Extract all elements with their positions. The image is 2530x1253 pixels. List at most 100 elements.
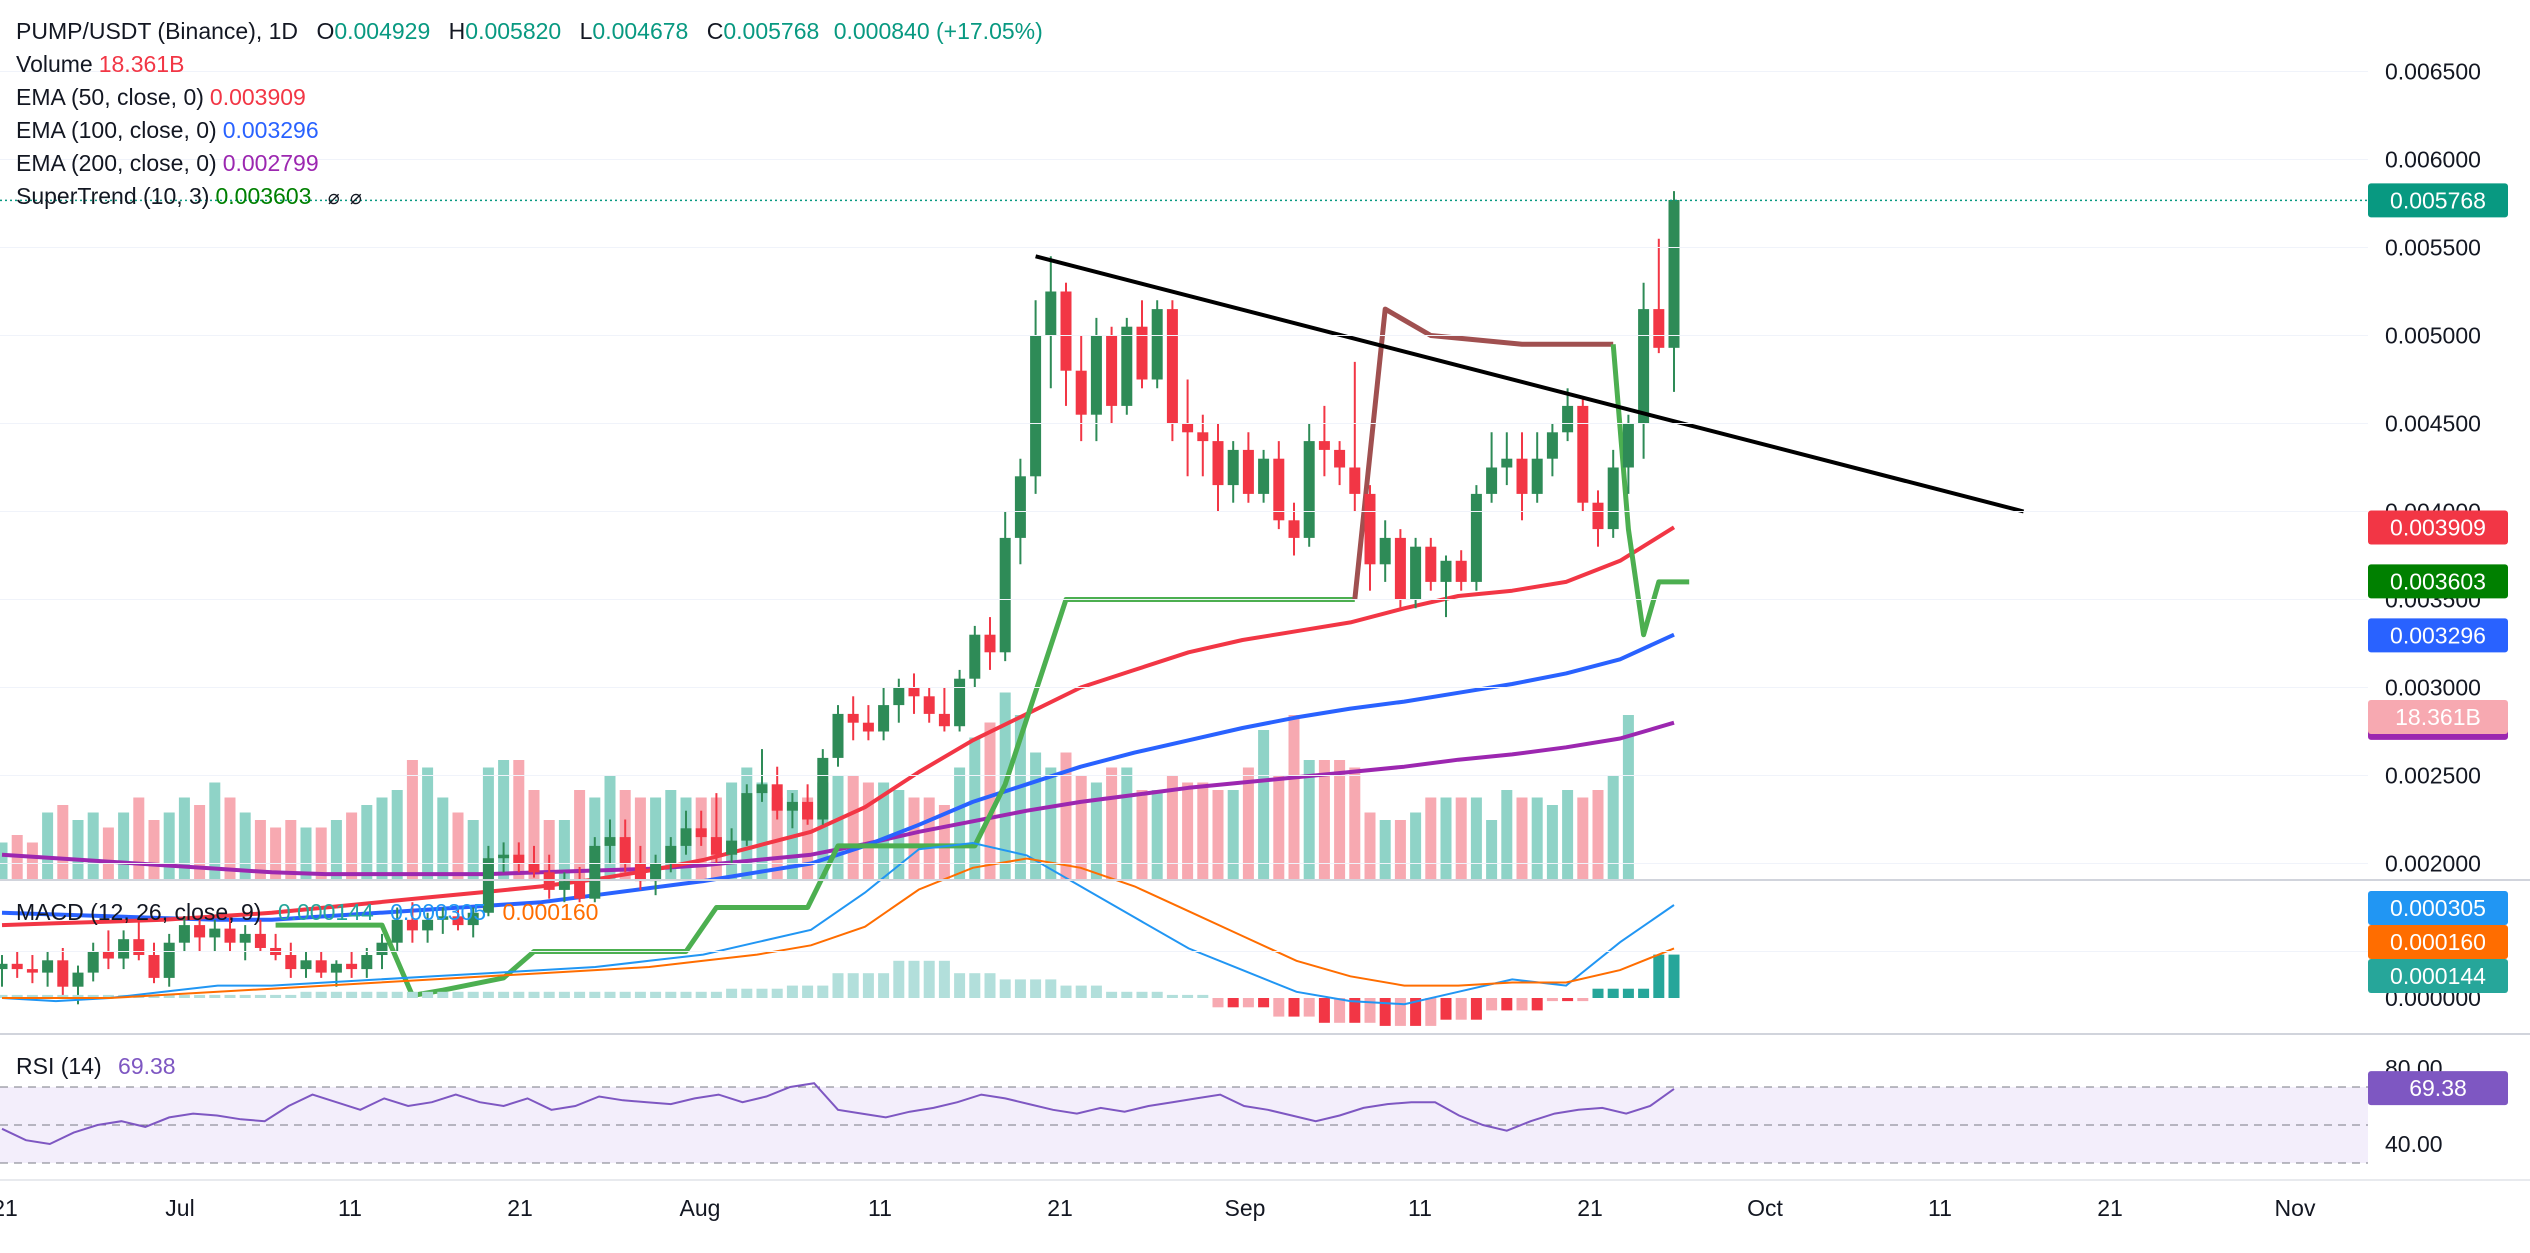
- volume-bar: [315, 827, 327, 880]
- candle-body: [330, 963, 342, 973]
- macd-histogram-bar: [619, 991, 631, 998]
- hidden-eye-icon[interactable]: ⌀: [349, 187, 362, 209]
- candle-body: [756, 784, 768, 794]
- macd-histogram-bar: [254, 994, 266, 998]
- symbol-title[interactable]: PUMP/USDT (Binance), 1D: [16, 18, 299, 44]
- close-price-badge-text: 0.005768: [2390, 187, 2486, 213]
- candle-body: [254, 933, 266, 948]
- candle-body: [437, 916, 449, 920]
- candle-body: [1121, 326, 1133, 406]
- price-tick-label: 0.006500: [2385, 59, 2481, 85]
- rsi-label: RSI (14): [16, 1053, 102, 1079]
- candle-body: [452, 916, 464, 926]
- ohlc-row: PUMP/USDT (Binance), 1D O0.004929 H0.005…: [16, 15, 1043, 48]
- macd-histogram-bar: [862, 973, 874, 998]
- macd-histogram-bar: [528, 991, 540, 998]
- ema200-label: EMA (200, close, 0): [16, 150, 217, 176]
- rsi-legend[interactable]: RSI (14) 69.38: [16, 1053, 186, 1080]
- macd-histogram-bar: [634, 991, 646, 998]
- volume-bar: [1577, 797, 1589, 880]
- candle-body: [406, 919, 418, 931]
- candle-body: [133, 939, 145, 956]
- candle-body: [194, 925, 206, 938]
- macd-legend[interactable]: MACD (12, 26, close, 9) 0.000144 0.00030…: [16, 899, 608, 926]
- candle-body: [1577, 405, 1589, 503]
- candle-body: [741, 793, 753, 841]
- macd-histogram-bar: [710, 991, 722, 998]
- volume-bar: [1470, 797, 1482, 880]
- candle-body: [1440, 560, 1452, 582]
- rsi-pane[interactable]: [0, 1082, 2368, 1164]
- macd-histogram-bar: [467, 991, 479, 998]
- candle-body: [1531, 458, 1543, 494]
- time-tick-label: 11: [338, 1195, 362, 1221]
- macd-histogram-bar: [1425, 998, 1437, 1026]
- volume-bar: [452, 812, 464, 880]
- ema200-legend-row[interactable]: EMA (200, close, 0) 0.002799: [16, 147, 1043, 180]
- volume-bar: [574, 790, 586, 880]
- candle-body: [893, 687, 905, 706]
- supertrend-value: 0.003603: [215, 183, 312, 209]
- supertrend-legend-row[interactable]: SuperTrend (10, 3) 0.003603 ⌀ ⌀: [16, 180, 1043, 215]
- volume-bar: [513, 760, 525, 880]
- candle-body: [11, 963, 23, 970]
- candle-body: [923, 696, 935, 714]
- volume-bar: [832, 775, 844, 880]
- ema100-value: 0.003296: [222, 117, 319, 143]
- volume-bar: [498, 760, 510, 880]
- volume-bar: [118, 812, 130, 880]
- candle-body: [148, 955, 160, 978]
- price-tick-label: 0.005500: [2385, 235, 2481, 261]
- macd-histogram-bar: [1090, 985, 1102, 998]
- macd-histogram-bar: [57, 994, 69, 998]
- ema50-badge-text: 0.003909: [2390, 515, 2486, 541]
- rsi-tick-label: 40.00: [2385, 1131, 2443, 1157]
- ema100-legend-row[interactable]: EMA (100, close, 0) 0.003296: [16, 114, 1043, 147]
- volume-bar: [1501, 790, 1513, 880]
- volume-legend-row[interactable]: Volume 18.361B: [16, 48, 1043, 81]
- macd-pane[interactable]: [0, 841, 1680, 1026]
- close-price-badge: [2368, 183, 2508, 218]
- candle-body: [1212, 441, 1224, 486]
- ema50-line: [1, 525, 1676, 928]
- macd-histogram-bar: [1288, 998, 1300, 1017]
- candle-body: [604, 837, 616, 846]
- ema50-legend-row[interactable]: EMA (50, close, 0) 0.003909: [16, 81, 1043, 114]
- volume-bar: [847, 775, 859, 880]
- candle-body: [984, 634, 996, 653]
- volume-bar: [1546, 805, 1558, 880]
- candle-body: [1592, 502, 1604, 530]
- candle-body: [726, 840, 738, 855]
- macd-histogram-bar: [558, 991, 570, 998]
- ema50-badge: [2368, 510, 2508, 545]
- open-label: O: [316, 18, 335, 44]
- candle-body: [118, 939, 130, 959]
- volume-bar: [1622, 715, 1634, 880]
- supertrend-line: [1610, 344, 1690, 638]
- candle-body: [1364, 493, 1376, 565]
- hidden-eye-icon[interactable]: ⌀: [327, 187, 340, 209]
- volume-bar: [1410, 812, 1422, 880]
- candle-body: [1303, 441, 1315, 538]
- volume-badge: [2368, 700, 2508, 734]
- volume-bar: [1425, 797, 1437, 880]
- volume-bar: [1106, 767, 1118, 880]
- volume-bar: [178, 797, 190, 880]
- time-tick-label: 11: [1928, 1195, 1952, 1221]
- macd-histogram-bar: [1622, 988, 1634, 998]
- candle-body: [1334, 449, 1346, 468]
- volume-bar: [878, 782, 890, 880]
- macd-histogram-bar: [0, 994, 8, 998]
- macd-histogram-bar: [878, 973, 890, 998]
- close-label: C: [706, 18, 724, 44]
- macd-histogram-bar: [513, 991, 525, 998]
- volume-bar: [102, 827, 114, 880]
- macd-histogram-bar: [984, 973, 996, 998]
- price-pane[interactable]: [0, 191, 2368, 1005]
- time-tick-label: 21: [1047, 1195, 1073, 1221]
- ema100-badge-text: 0.003296: [2390, 622, 2486, 648]
- macd-label: MACD (12, 26, close, 9): [16, 899, 262, 925]
- macd-histogram-bar: [406, 991, 418, 998]
- macd-histogram-bar: [1577, 998, 1589, 1002]
